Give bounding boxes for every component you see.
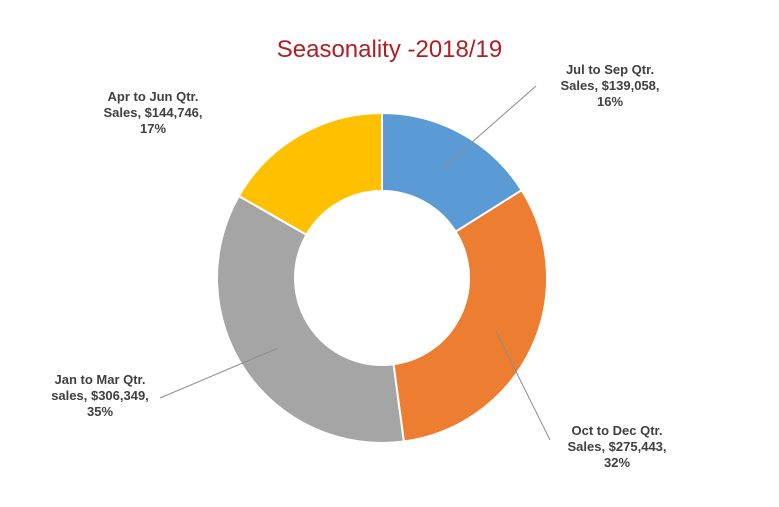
slice-label-jan-mar-line2: sales, $306,349,: [51, 388, 149, 403]
leader-line-jul-sep: [442, 85, 537, 169]
chart-title: Seasonality -2018/19: [276, 36, 503, 63]
slice-label-jul-sep: Jul to Sep Qtr. Sales, $139,058, 16%: [540, 62, 680, 110]
slice-label-apr-jun-line3: 17%: [139, 121, 167, 136]
slice-label-oct-dec-line2: Sales, $275,443,: [567, 439, 667, 454]
slice-label-apr-jun: Apr to Jun Qtr. Sales, $144,746, 17%: [83, 89, 223, 137]
slice-label-jan-mar: Jan to Mar Qtr. sales, $306,349, 35%: [30, 372, 170, 420]
leader-line-jan-mar: [159, 347, 278, 399]
slice-label-apr-jun-line1: Apr to Jun Qtr.: [107, 89, 199, 104]
donut-slice-jan-mar: [216, 194, 405, 444]
slice-label-jan-mar-line1: Jan to Mar Qtr.: [54, 372, 146, 387]
donut-slice-apr-jun: [237, 111, 383, 237]
slice-label-jul-sep-line1: Jul to Sep Qtr.: [565, 62, 655, 77]
slice-label-oct-dec: Oct to Dec Qtr. Sales, $275,443, 32%: [547, 423, 687, 471]
slice-label-jul-sep-line2: Sales, $139,058,: [560, 78, 660, 93]
slice-label-oct-dec-line3: 32%: [603, 455, 631, 470]
donut-slice-oct-dec: [392, 188, 548, 443]
slice-label-jan-mar-line3: 35%: [86, 404, 114, 419]
slice-label-jul-sep-line3: 16%: [596, 94, 624, 109]
slice-label-apr-jun-line2: Sales, $144,746,: [103, 105, 203, 120]
slice-label-oct-dec-line1: Oct to Dec Qtr.: [571, 423, 663, 438]
leader-line-oct-dec: [495, 331, 551, 441]
